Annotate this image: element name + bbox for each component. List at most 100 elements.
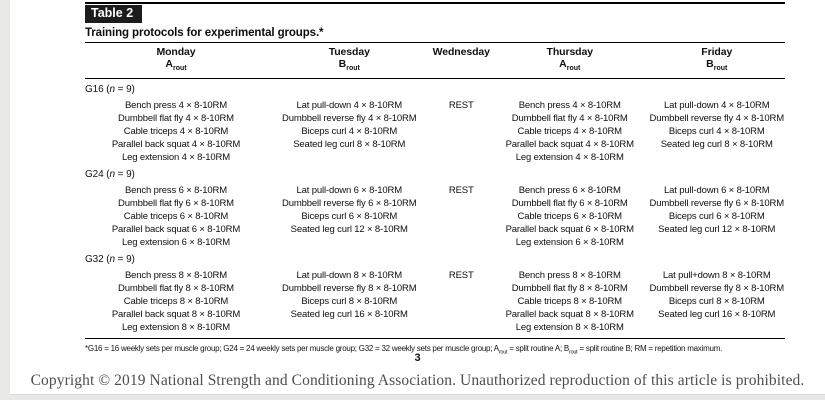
table-cell: Parallel back squat 8 × 8-10RM	[505, 309, 634, 321]
table-cell: Leg extension 8 × 8-10RM	[515, 322, 624, 334]
table-cell	[432, 236, 492, 249]
routine-subscript: rout	[172, 65, 187, 73]
group-label: G16 (n = 9)	[85, 79, 785, 100]
table-cell: Seated leg curl 12 × 8-10RM	[290, 224, 408, 236]
day-label: Tuesday	[328, 46, 370, 58]
column-header-friday: Friday Brout	[648, 42, 786, 80]
table-cell	[432, 138, 492, 151]
table-cell: Lat pull-down 4 × 8-10RM	[664, 100, 770, 112]
table-cell: Bench press 4 × 8-10RM	[518, 100, 621, 112]
routine-letter: A	[559, 58, 567, 70]
group-label-row-g32: G32 (n = 9)	[85, 249, 785, 269]
group-n: n	[109, 84, 116, 96]
table-cell: Cable triceps 4 × 8-10RM	[517, 126, 623, 138]
routine-label: Arout	[491, 58, 649, 75]
table-cell: Seated leg curl 16 × 8-10RM	[290, 309, 408, 321]
table-cell: Dumbbell flat fly 4 × 8-10RM	[118, 113, 234, 125]
routine-label: Brout	[649, 58, 786, 75]
table-row: Dumbbell flat fly 6 × 8-10RM Dumbbell re…	[85, 197, 785, 210]
table-row: Leg extension 6 × 8-10RM Leg extension 6…	[85, 236, 785, 249]
routine-letter: A	[165, 58, 173, 70]
table-row: Dumbbell flat fly 8 × 8-10RM Dumbbell re…	[85, 282, 785, 295]
day-label: Monday	[156, 46, 196, 58]
table-cell: Dumbbell reverse fly 6 × 8-10RM	[649, 198, 785, 210]
table-cell	[267, 151, 432, 164]
footnote-text: *G16 = 16 weekly sets per muscle group; …	[85, 344, 499, 354]
table-cell	[649, 236, 786, 249]
table-cell: REST	[448, 100, 474, 112]
routine-label: Arout	[85, 58, 267, 75]
table-cell: Dumbbell reverse fly 4 × 8-10RM	[649, 113, 785, 125]
table-cell	[432, 308, 492, 321]
table-cell: Parallel back squat 6 × 8-10RM	[505, 224, 634, 236]
column-header-wednesday: Wednesday	[431, 42, 491, 80]
footnote-text: = split routine A; B	[507, 344, 569, 354]
table-top-rule	[85, 2, 785, 4]
group-count: = 9)	[114, 254, 135, 266]
table-cell	[432, 210, 492, 223]
table-cell: Cable triceps 6 × 8-10RM	[517, 211, 623, 223]
table-cell: Parallel back squat 6 × 8-10RM	[111, 224, 241, 236]
group-id: G32 (	[85, 254, 110, 266]
table-cell: Biceps curl 8 × 8-10RM	[301, 296, 398, 308]
table-cell: Dumbbell reverse fly 8 × 8-10RM	[649, 283, 785, 295]
table-2-block: Table 2 Training protocols for experimen…	[85, 2, 785, 356]
table-cell: Seated leg curl 8 × 8-10RM	[660, 139, 773, 151]
table-row: Parallel back squat 6 × 8-10RM Seated le…	[85, 223, 785, 236]
table-cell: Bench press 8 × 8-10RM	[518, 270, 621, 282]
routine-letter: B	[338, 58, 347, 70]
table-cell: Dumbbell flat fly 4 × 8-10RM	[511, 113, 628, 125]
spacer-cell	[85, 334, 785, 339]
footnote-subscript: rout	[498, 349, 508, 356]
table-cell: Cable triceps 8 × 8-10RM	[517, 296, 623, 308]
table-cell	[432, 295, 492, 308]
table-cell	[267, 321, 432, 334]
table-cell: Leg extension 4 × 8-10RM	[515, 152, 624, 164]
table-cell: Biceps curl 4 × 8-10RM	[668, 126, 765, 138]
copyright-notice: Copyright © 2019 National Strength and C…	[30, 372, 805, 389]
routine-label: Brout	[267, 58, 432, 75]
table-cell: Dumbbell flat fly 8 × 8-10RM	[118, 283, 234, 295]
group-id: G24 (	[85, 169, 110, 181]
group-label: G24 (n = 9)	[85, 164, 785, 184]
group-id: G16 (	[85, 84, 110, 96]
group-count: = 9)	[114, 169, 135, 181]
column-header-tuesday: Tuesday Brout	[267, 42, 432, 80]
table-cell	[432, 282, 492, 295]
table-cell	[649, 151, 786, 164]
table-cell: Seated leg curl 12 × 8-10RM	[658, 224, 776, 236]
table-cell: Leg extension 6 × 8-10RM	[515, 237, 624, 249]
table-cell	[432, 151, 492, 164]
table-cell: Parallel back squat 4 × 8-10RM	[505, 139, 634, 151]
table-cell: Biceps curl 6 × 8-10RM	[668, 211, 765, 223]
table-cell: Dumbbell flat fly 8 × 8-10RM	[511, 283, 628, 295]
table-cell: Lat pull-down 6 × 8-10RM	[296, 185, 403, 197]
day-label: Wednesday	[432, 46, 490, 58]
table-cell: Bench press 6 × 8-10RM	[518, 185, 621, 197]
table-cell: Cable triceps 4 × 8-10RM	[123, 126, 229, 138]
table-row: Cable triceps 6 × 8-10RM Biceps curl 6 ×…	[85, 210, 785, 223]
table-row: Bench press 8 × 8-10RM Lat pull-down 8 ×…	[85, 269, 785, 282]
table-cell: Lat pull-down 4 × 8-10RM	[296, 100, 403, 112]
routine-subscript: rout	[713, 65, 728, 73]
document-page: Table 2 Training protocols for experimen…	[10, 0, 825, 395]
table-row: Cable triceps 8 × 8-10RM Biceps curl 8 ×…	[85, 295, 785, 308]
table-cell: Leg extension 8 × 8-10RM	[121, 322, 231, 334]
group-n: n	[109, 254, 116, 266]
table-row: Cable triceps 4 × 8-10RM Biceps curl 4 ×…	[85, 125, 785, 138]
table-cell: REST	[448, 270, 474, 282]
table-cell	[649, 321, 786, 334]
table-cell: Bench press 8 × 8-10RM	[124, 270, 228, 282]
routine-letter: B	[706, 58, 714, 70]
table-cell	[267, 236, 432, 249]
column-header-monday: Monday Arout	[85, 42, 267, 80]
table-row: Parallel back squat 4 × 8-10RM Seated le…	[85, 138, 785, 151]
table-cell: Dumbbell reverse fly 6 × 8-10RM	[282, 198, 417, 210]
table-cell: Leg extension 6 × 8-10RM	[121, 237, 231, 249]
table-cell: Dumbbell flat fly 6 × 8-10RM	[511, 198, 628, 210]
table-cell	[432, 321, 492, 334]
table-cell: Biceps curl 4 × 8-10RM	[301, 126, 398, 138]
table-cell: Parallel back squat 8 × 8-10RM	[111, 309, 241, 321]
column-header-thursday: Thursday Arout	[491, 42, 649, 80]
table-cell	[432, 125, 492, 138]
